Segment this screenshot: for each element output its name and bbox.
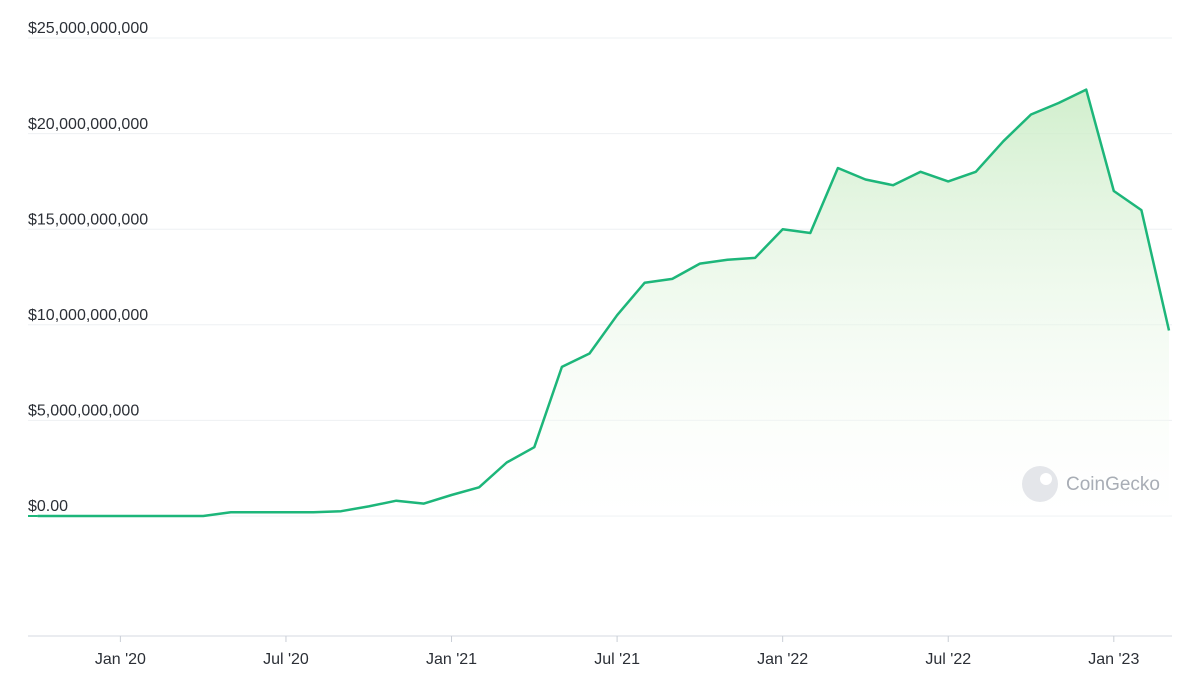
y-tick-label: $0.00 — [28, 498, 68, 515]
x-tick-label: Jul '22 — [925, 651, 971, 668]
y-tick-label: $10,000,000,000 — [28, 307, 148, 324]
y-tick-label: $5,000,000,000 — [28, 403, 139, 420]
area-fill — [37, 89, 1170, 516]
y-tick-label: $15,000,000,000 — [28, 211, 148, 228]
watermark: CoinGecko — [1022, 466, 1160, 502]
watermark-logo — [1022, 466, 1058, 502]
y-tick-label: $25,000,000,000 — [28, 20, 148, 37]
watermark-text: CoinGecko — [1066, 474, 1160, 495]
x-tick-label: Jan '20 — [95, 651, 146, 668]
x-tick-label: Jan '22 — [757, 651, 808, 668]
x-tick-label: Jul '21 — [594, 651, 640, 668]
x-tick-label: Jan '23 — [1088, 651, 1139, 668]
x-tick-label: Jul '20 — [263, 651, 309, 668]
x-tick-label: Jan '21 — [426, 651, 477, 668]
watermark-logo-eye — [1040, 473, 1052, 485]
line — [37, 88, 1171, 518]
y-tick-label: $20,000,000,000 — [28, 116, 148, 133]
